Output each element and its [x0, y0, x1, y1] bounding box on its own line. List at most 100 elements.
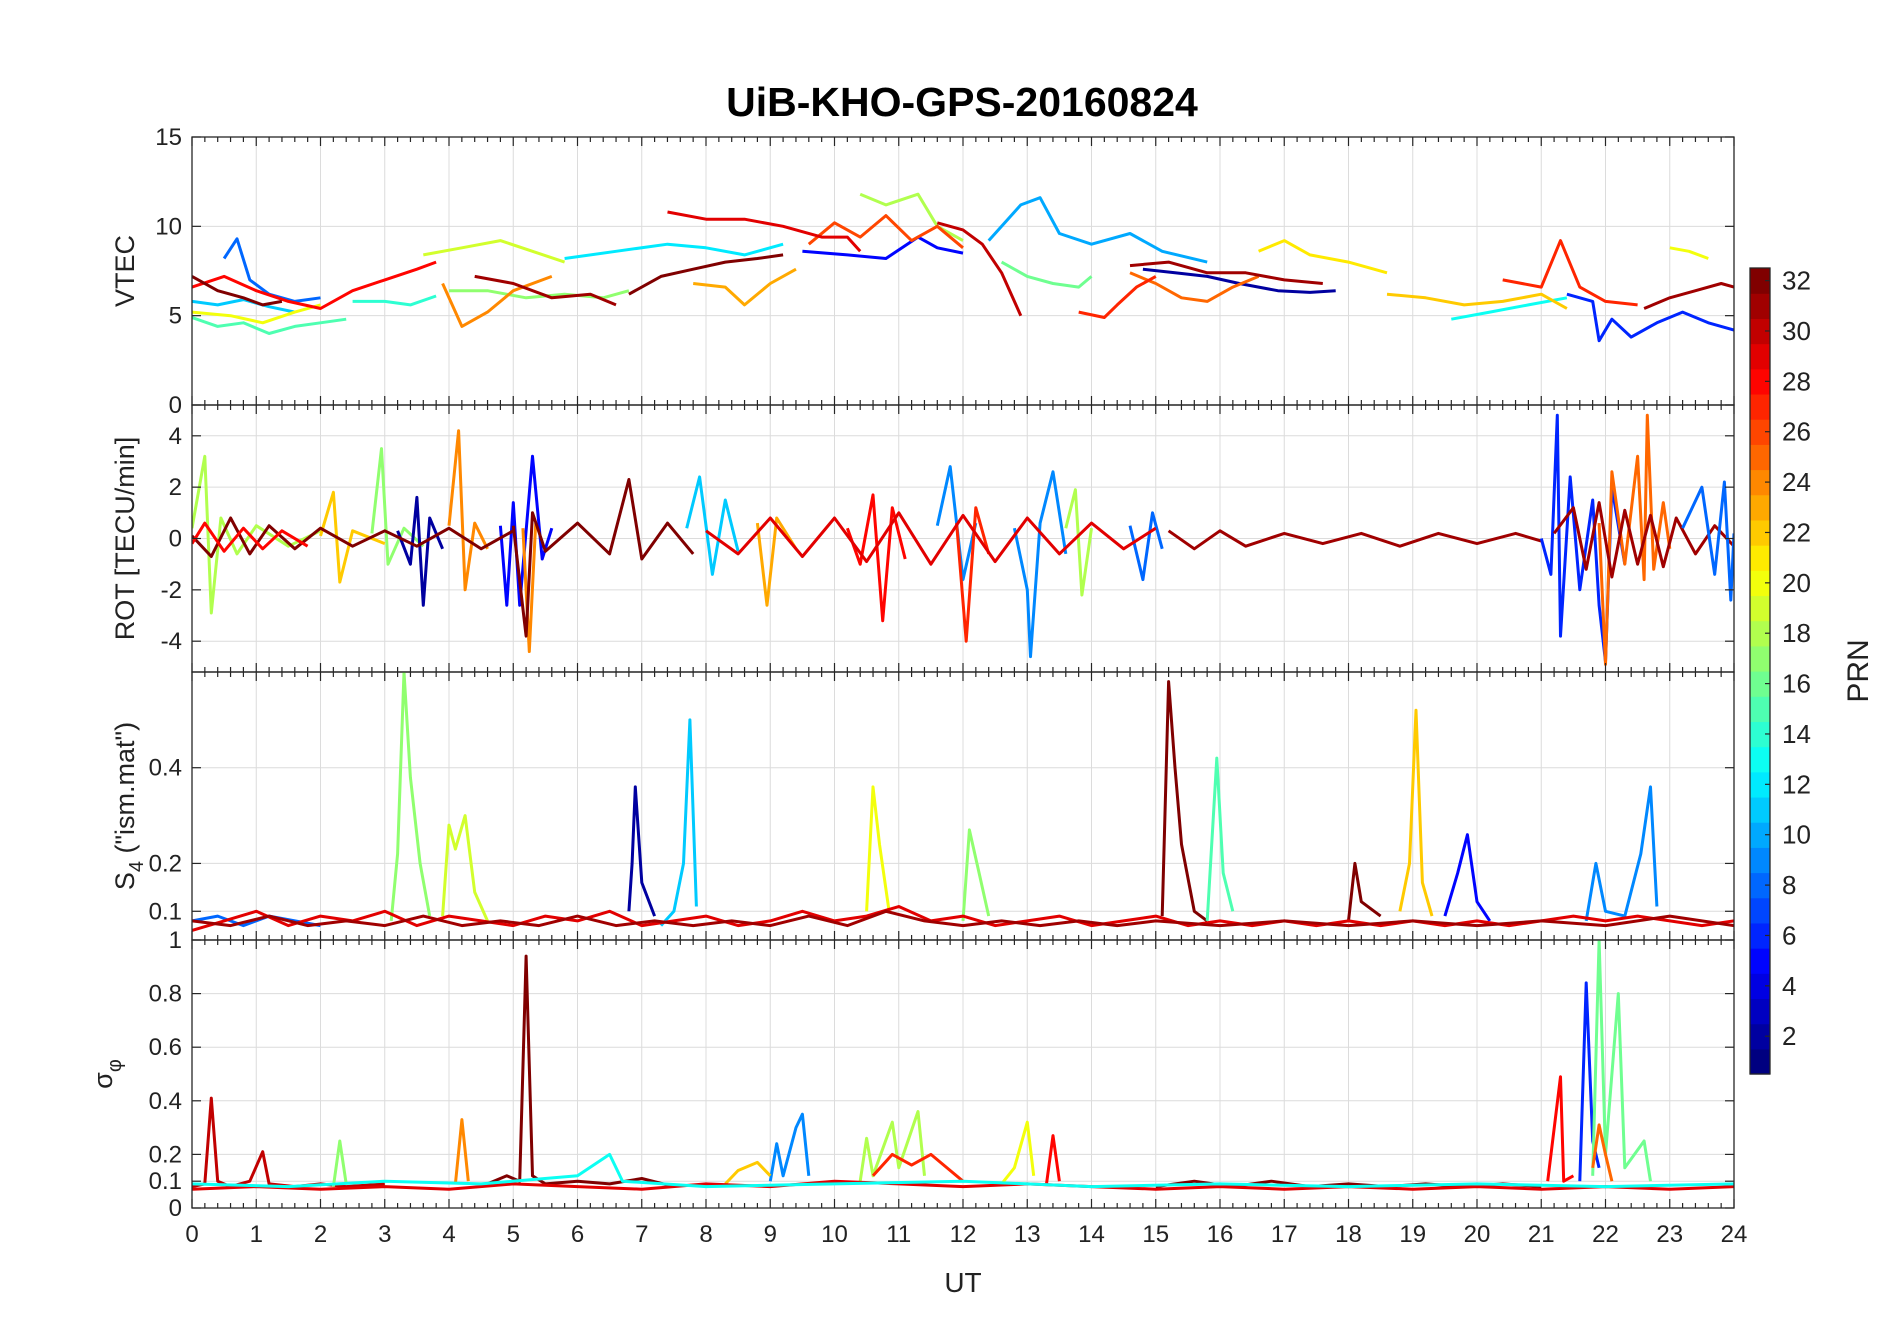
colorbar-tick-label: 6 — [1782, 920, 1796, 950]
series-line-prn-31 — [1167, 529, 1542, 551]
series-line-prn-31 — [192, 909, 1734, 928]
series-line-prn-31 — [1552, 501, 1734, 579]
colorbar-swatch — [1750, 922, 1770, 949]
y-tick-label: -4 — [161, 628, 182, 655]
panel-rot: -4 -2 0 2 4 ROT [TECU/min] — [110, 404, 1735, 673]
series-line-prn-14 — [352, 294, 437, 307]
colorbar-tick-label: 12 — [1782, 769, 1811, 799]
colorbar-swatch — [1750, 419, 1770, 445]
y-axis-label-main: σ — [88, 1072, 118, 1089]
series-group-rot — [192, 413, 1734, 666]
y-axis-label-sigphi: σφ — [88, 1059, 126, 1089]
series-line-prn-17 — [389, 672, 432, 922]
tick-marks-sigphi — [191, 939, 1735, 1209]
series-line-prn-32 — [1347, 861, 1382, 922]
y-axis-label-vtec: VTEC — [110, 235, 140, 307]
series-line-prn-28 — [1045, 1134, 1061, 1185]
y-tick-label: 0.1 — [149, 1168, 182, 1195]
series-line-prn-11 — [685, 475, 740, 576]
series-line-prn-29 — [705, 511, 1157, 566]
grid-vtec — [191, 136, 1735, 406]
y-axis-label-rot: ROT [TECU/min] — [110, 437, 140, 641]
colorbar-swatch — [1750, 368, 1770, 395]
series-line-prn-13 — [192, 1152, 1734, 1189]
series-line-prn-31 — [1643, 282, 1734, 310]
series-line-prn-18 — [192, 454, 322, 615]
colorbar-tick-label: 8 — [1782, 870, 1796, 900]
series-line-prn-27 — [1078, 275, 1157, 319]
colorbar-swatch — [1750, 318, 1770, 345]
colorbar-swatch — [1750, 1023, 1770, 1050]
series-line-prn-24 — [521, 523, 538, 653]
series-line-prn-30 — [192, 1096, 385, 1189]
series-line-prn-2 — [627, 785, 657, 917]
series-line-prn-27 — [871, 1152, 964, 1183]
series-line-prn-22 — [1398, 708, 1434, 917]
panel-vtec: 0 5 10 15 VTEC — [110, 124, 1735, 419]
series-line-prn-17 — [370, 447, 425, 566]
colorbar-swatch — [1750, 696, 1770, 722]
x-tick-label: 10 — [821, 1221, 848, 1248]
tick-marks-rot — [191, 405, 1735, 672]
series-line-prn-15 — [192, 316, 347, 335]
y-tick-label: 0.2 — [149, 850, 182, 877]
colorbar-swatch — [1750, 293, 1770, 319]
colorbar-swatch — [1750, 1048, 1770, 1075]
y-tick-label: 1 — [169, 927, 182, 954]
series-line-prn-15 — [1205, 756, 1235, 921]
series-line-prn-8 — [1128, 511, 1164, 582]
colorbar-swatch — [1750, 847, 1770, 874]
series-line-prn-6 — [1566, 292, 1734, 343]
y-tick-label: 0.8 — [149, 981, 182, 1008]
colorbar-tick-label: 30 — [1782, 316, 1811, 346]
series-line-prn-8 — [1681, 480, 1734, 602]
series-line-prn-22 — [1386, 292, 1568, 310]
series-line-prn-5 — [802, 235, 964, 260]
y-tick-label: 10 — [155, 213, 182, 240]
series-line-prn-29 — [667, 210, 862, 253]
y-tick-label: 0 — [169, 1195, 182, 1222]
x-tick-label: 3 — [378, 1221, 391, 1248]
series-line-prn-17 — [331, 1139, 348, 1187]
colorbar-frame — [1749, 267, 1771, 1075]
colorbar-swatch — [1750, 948, 1770, 974]
colorbar-swatch — [1750, 570, 1770, 597]
series-group-vtec — [192, 192, 1734, 343]
series-line-prn-19 — [441, 814, 489, 922]
x-tick-label: 6 — [571, 1221, 584, 1248]
colorbar-swatch — [1750, 469, 1770, 496]
series-line-prn-20 — [192, 303, 321, 325]
colorbar-tick-label: 2 — [1782, 1021, 1796, 1051]
series-line-prn-30 — [936, 221, 1023, 317]
series-line-prn-16 — [1591, 940, 1652, 1182]
series-line-prn-25 — [1129, 271, 1260, 303]
x-tick-label: 24 — [1721, 1221, 1748, 1248]
series-line-prn-32 — [486, 954, 675, 1189]
series-line-prn-32 — [192, 516, 515, 558]
series-group-s4 — [192, 672, 1734, 932]
y-tick-label: -2 — [161, 577, 182, 604]
series-line-prn-12 — [564, 242, 784, 260]
x-tick-label: 19 — [1399, 1221, 1426, 1248]
series-line-prn-32 — [192, 275, 283, 307]
series-line-prn-18 — [1064, 488, 1093, 597]
colorbar-swatch — [1750, 494, 1770, 521]
colorbar-tick-label: 20 — [1782, 568, 1811, 598]
tick-marks-s4 — [191, 672, 1735, 940]
colorbar-label: PRN — [1842, 639, 1875, 702]
colorbar-swatch — [1750, 973, 1770, 1000]
x-tick-label: 23 — [1656, 1221, 1683, 1248]
series-line-prn-32 — [511, 478, 695, 638]
y-axis-label-subscript: 4 — [126, 861, 148, 872]
series-line-prn-28 — [1546, 1075, 1575, 1183]
series-line-prn-2 — [396, 495, 444, 607]
series-line-prn-13 — [1451, 296, 1568, 321]
series-line-prn-18 — [858, 1110, 926, 1182]
series-line-prn-28 — [845, 493, 907, 623]
colorbar-swatch — [1750, 343, 1770, 370]
x-tick-label: 11 — [886, 1221, 911, 1248]
y-tick-label: 5 — [169, 303, 182, 330]
